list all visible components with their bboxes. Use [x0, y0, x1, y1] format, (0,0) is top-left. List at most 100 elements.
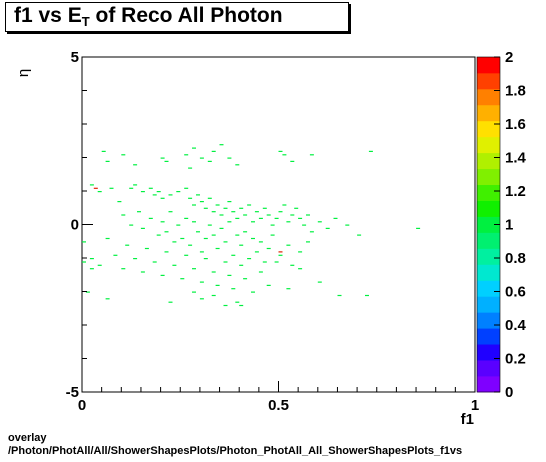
data-cell [282, 204, 287, 206]
data-cell [317, 221, 322, 223]
data-cell [345, 224, 350, 226]
data-cell [239, 207, 244, 209]
markers-layer [82, 144, 421, 307]
data-cell [207, 197, 212, 199]
data-cell [227, 201, 232, 203]
data-cell [231, 288, 236, 290]
data-cell [188, 197, 193, 199]
z-tick-label: 0.4 [505, 317, 527, 334]
data-cell [368, 150, 373, 152]
z-tick-label: 0.8 [505, 250, 526, 267]
data-cell [184, 217, 189, 219]
y-tick-label: 5 [71, 49, 79, 66]
data-cell [199, 251, 204, 253]
data-cell [215, 247, 220, 250]
data-cell [196, 194, 200, 196]
palette-swatch [477, 232, 500, 249]
data-cell [219, 144, 224, 146]
data-cell [235, 301, 240, 303]
data-cell [231, 254, 236, 256]
data-cell [121, 214, 126, 216]
palette-swatch [477, 120, 500, 138]
data-cell [203, 207, 208, 209]
data-cell [203, 258, 208, 260]
data-cell [133, 164, 138, 166]
data-cell [140, 271, 145, 273]
data-cell [97, 191, 102, 193]
data-cell [148, 187, 153, 189]
plot-area [81, 56, 476, 393]
data-cell [302, 224, 307, 226]
data-cell [121, 268, 126, 270]
data-cell [199, 281, 204, 283]
data-cell [180, 237, 185, 240]
data-cell [199, 298, 204, 300]
data-cell [309, 154, 314, 156]
data-cell [129, 187, 134, 189]
data-cell [97, 264, 102, 266]
data-cell [199, 201, 204, 203]
data-cell [164, 160, 169, 162]
data-cell [223, 241, 228, 243]
data-cell [211, 271, 216, 273]
palette-swatch [477, 296, 500, 313]
data-cell [416, 227, 421, 229]
z-tick-label: 0 [505, 384, 513, 401]
data-cell [133, 184, 138, 186]
data-cell [247, 258, 252, 260]
z-tick-label: 1.8 [505, 83, 526, 100]
palette-swatch [477, 168, 500, 186]
data-cell [286, 221, 291, 223]
data-cell [294, 207, 299, 209]
data-cell [282, 154, 287, 156]
data-cell [188, 167, 193, 169]
data-cell [164, 231, 169, 233]
data-cell [137, 211, 141, 213]
data-cell [286, 288, 291, 290]
data-cell [211, 294, 216, 297]
data-cell [105, 298, 110, 300]
data-cell [239, 304, 244, 307]
data-cell [219, 227, 224, 229]
data-cell [286, 244, 291, 246]
data-cell [109, 187, 114, 189]
data-cell [219, 214, 224, 216]
data-cell [101, 150, 106, 152]
data-cell [227, 221, 232, 223]
data-cell [82, 241, 86, 243]
data-cell [278, 150, 283, 152]
data-cell [211, 234, 216, 236]
data-cell [227, 274, 232, 276]
data-cell [180, 278, 185, 280]
data-cell [223, 207, 228, 209]
data-cell [192, 147, 196, 149]
data-cell [184, 187, 189, 189]
data-cell [129, 224, 134, 226]
data-cell [133, 258, 138, 260]
data-cell [144, 247, 149, 250]
data-cell [298, 217, 303, 219]
x-tick-label: 0.5 [268, 397, 289, 414]
data-cell [243, 214, 248, 216]
data-cell [184, 254, 189, 256]
chart-title-box: f1 vs ET of Reco All Photon [5, 2, 349, 32]
data-cell [152, 194, 157, 196]
palette-swatch [477, 57, 500, 74]
palette-swatch [477, 248, 500, 265]
data-cell [243, 231, 248, 233]
data-cell [231, 211, 236, 213]
data-cell [266, 284, 271, 286]
data-cell [306, 241, 310, 243]
data-cell [270, 234, 275, 236]
data-cell [176, 191, 181, 193]
data-cell [192, 221, 196, 223]
data-cell [156, 234, 161, 236]
palette-swatch [477, 264, 500, 281]
plot-frame [81, 56, 476, 393]
x-tick-label: 1 [471, 397, 479, 414]
data-cell [278, 254, 283, 256]
data-cell [274, 217, 279, 219]
data-cell [298, 251, 303, 253]
data-cell [188, 244, 193, 246]
